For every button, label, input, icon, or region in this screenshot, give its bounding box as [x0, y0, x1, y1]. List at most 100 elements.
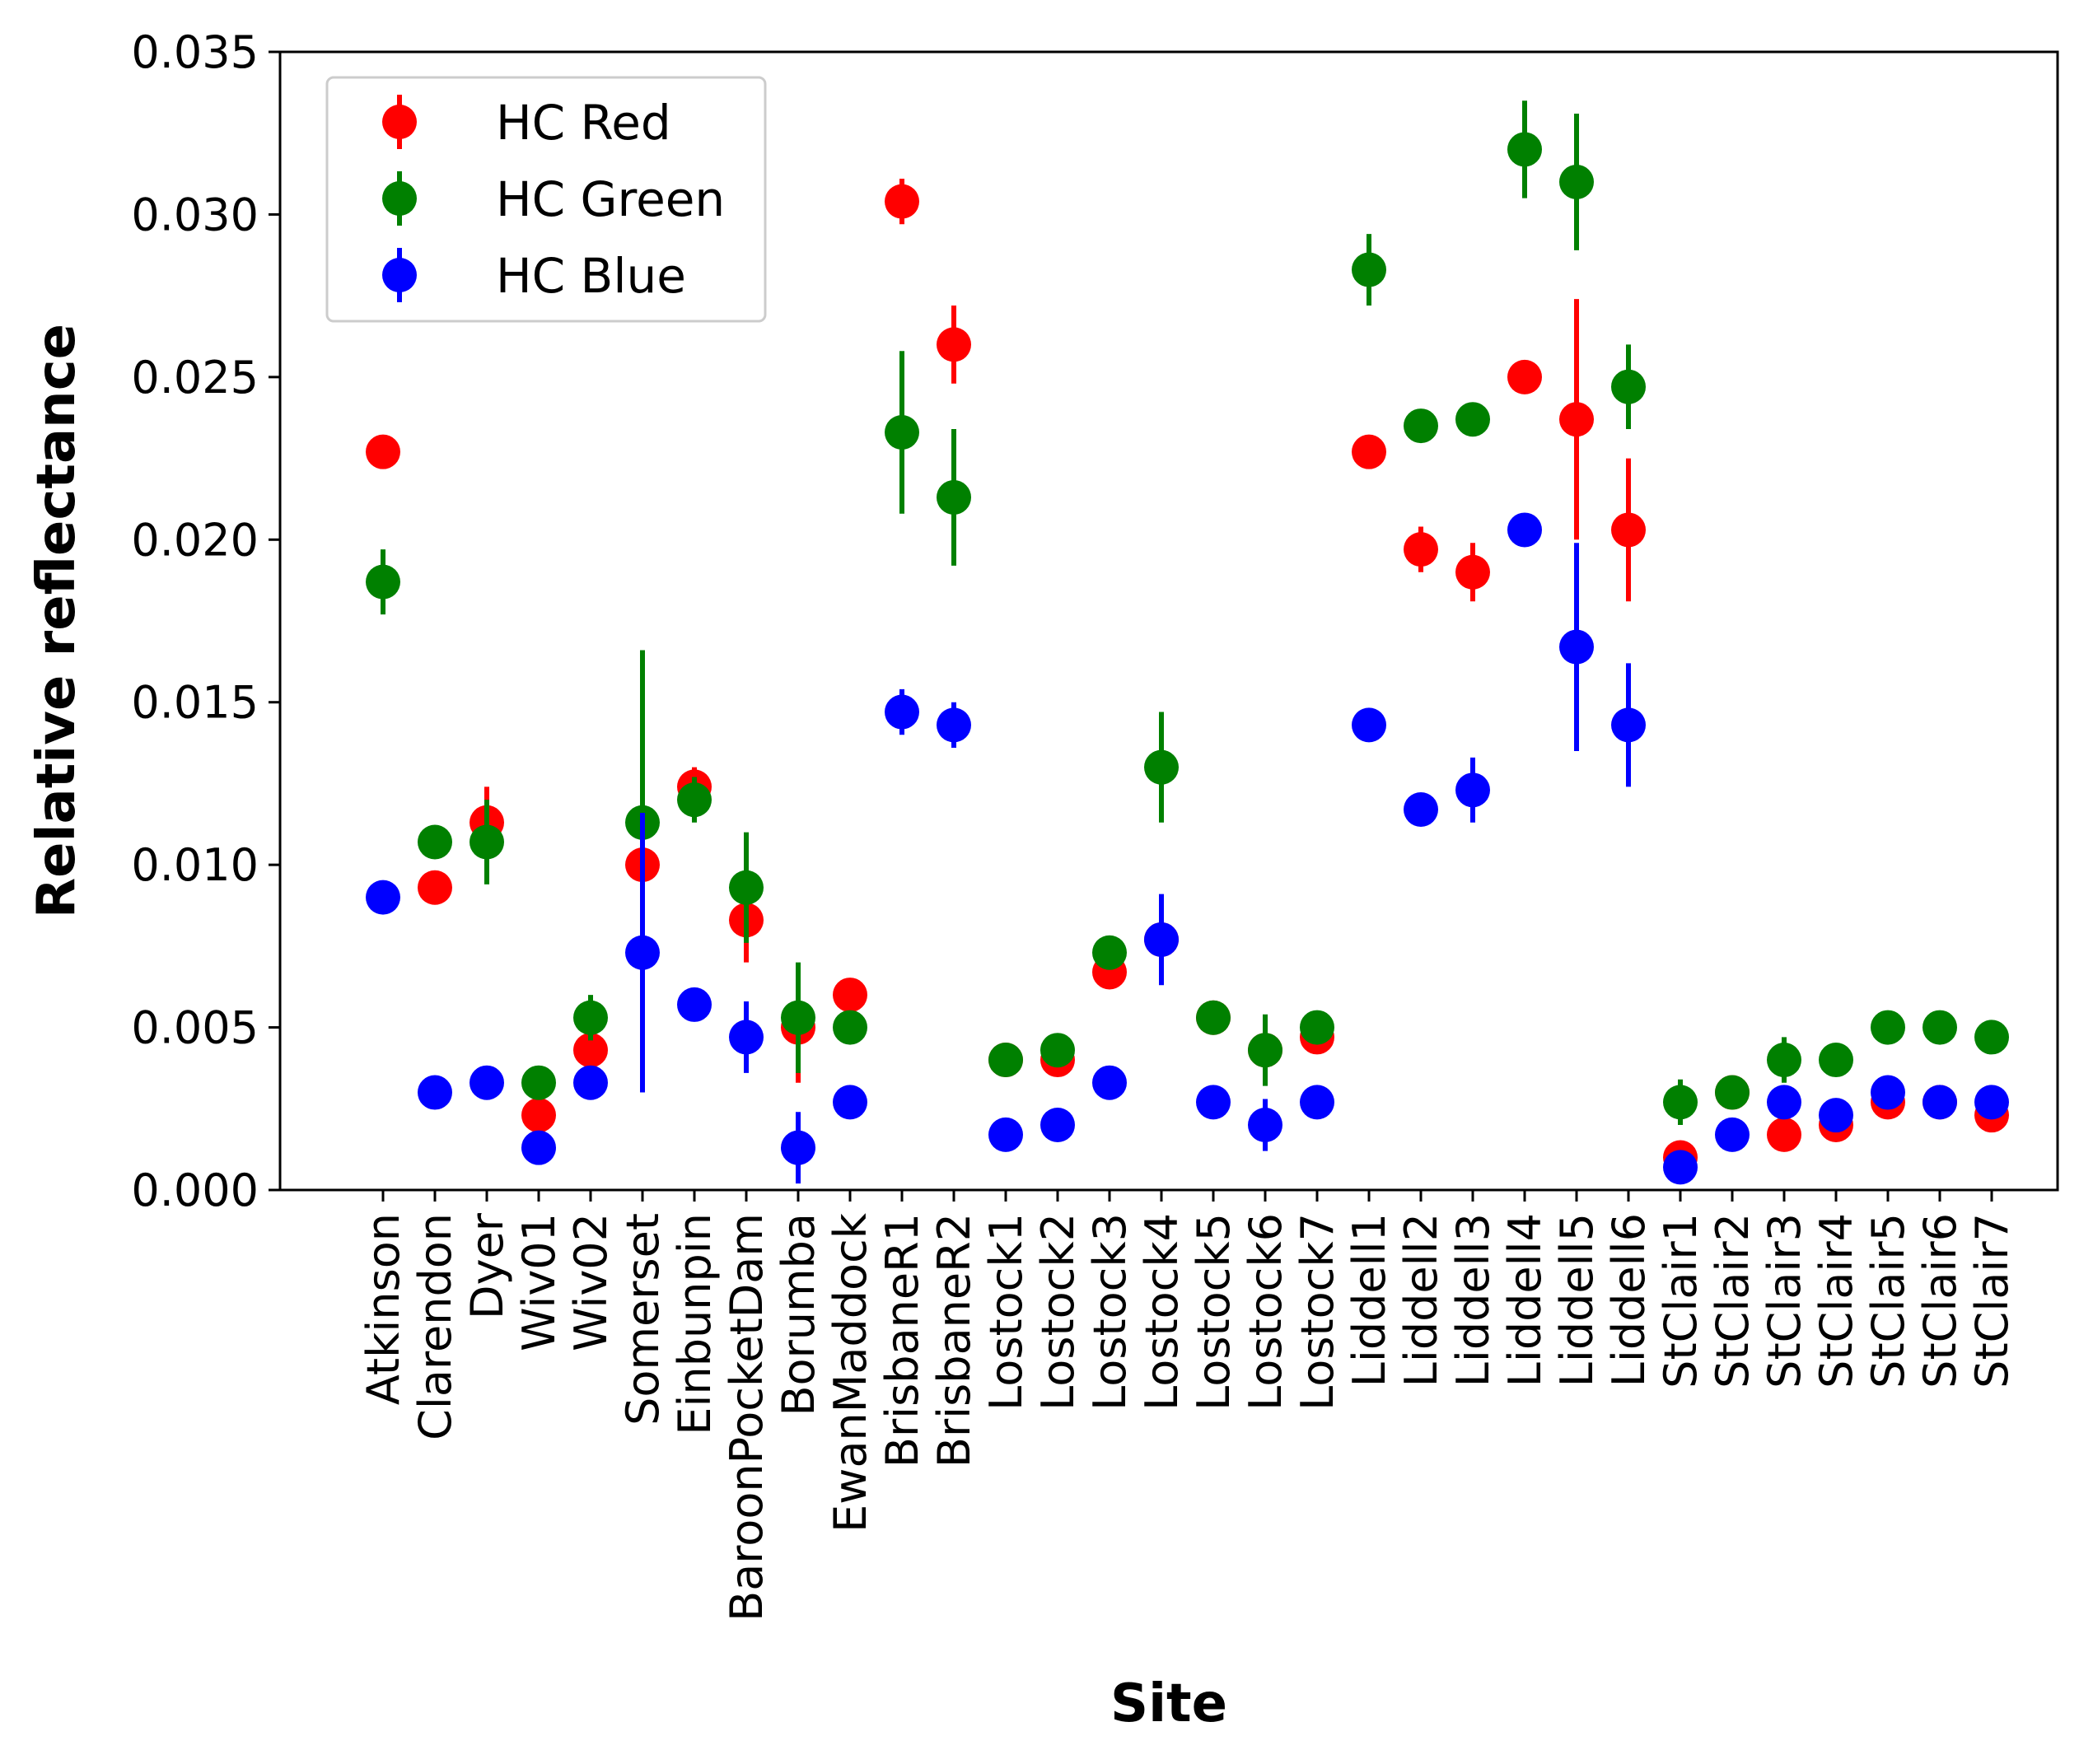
x-tick-label: Lostock3 [1084, 1213, 1136, 1411]
y-axis-title: Relative reflectance [26, 324, 87, 918]
data-point [937, 707, 971, 743]
data-point [1974, 1020, 2009, 1055]
data-point [470, 824, 504, 860]
data-point [1248, 1033, 1282, 1068]
data-point [366, 880, 400, 915]
x-tick-label: StClair4 [1810, 1213, 1862, 1388]
legend: HC Red HC Green HC Blue [325, 76, 767, 323]
x-tick-label: Lostock4 [1136, 1213, 1188, 1411]
x-tick-label: Liddell5 [1551, 1213, 1603, 1387]
x-tick-label: Liddell1 [1343, 1213, 1395, 1387]
x-tick-label: Borumba [773, 1213, 825, 1416]
data-point [677, 987, 712, 1022]
data-point [1559, 164, 1594, 199]
data-point [988, 1043, 1023, 1078]
data-point [833, 1010, 867, 1045]
data-point [1715, 1117, 1750, 1152]
data-point [677, 782, 712, 818]
data-point [1767, 1117, 1801, 1152]
legend-marker [382, 181, 417, 216]
series-hc-blue [366, 512, 2009, 1185]
x-axis: Atkinson Clarendon Dyer Wiv01 Wiv02 Somerset E… [357, 1190, 2018, 1622]
data-point [418, 1075, 452, 1110]
y-tick-label: 0.005 [131, 1002, 259, 1054]
data-point [1922, 1010, 1957, 1045]
y-tick-label: 0.025 [131, 352, 259, 404]
data-point [1611, 512, 1646, 548]
x-tick-label: Somerset [617, 1213, 669, 1426]
y-tick-label: 0.030 [131, 189, 259, 240]
data-point [1507, 359, 1542, 394]
legend-box [325, 76, 767, 323]
data-point [1611, 707, 1646, 743]
data-point [1196, 1000, 1231, 1035]
data-point [937, 327, 971, 362]
data-point [1040, 1033, 1075, 1068]
data-point [937, 479, 971, 515]
data-point [781, 1130, 815, 1165]
x-tick-label: Lostock1 [980, 1213, 1032, 1411]
data-point [418, 870, 452, 905]
data-point [1663, 1085, 1698, 1120]
x-tick-label: BaroonPocketDam [721, 1213, 773, 1622]
data-marks [366, 100, 2009, 1185]
y-tick-label: 0.020 [131, 514, 259, 566]
legend-label: HC Red [496, 95, 671, 151]
data-point [1092, 935, 1127, 970]
data-point [833, 978, 867, 1013]
data-point [521, 1098, 556, 1133]
legend-label: HC Blue [496, 248, 686, 304]
data-point [1819, 1043, 1853, 1078]
data-point [1352, 434, 1386, 469]
x-tick-label: Clarendon [409, 1213, 461, 1440]
data-point [1404, 408, 1438, 444]
data-point [1352, 252, 1386, 287]
y-tick-label: 0.010 [131, 839, 259, 891]
x-tick-label: StClair3 [1759, 1213, 1810, 1388]
data-point [1144, 749, 1179, 785]
data-point [729, 870, 764, 905]
data-point [1507, 132, 1542, 167]
x-tick-label: StClair2 [1707, 1213, 1759, 1388]
data-point [521, 1130, 556, 1165]
legend-marker [382, 105, 417, 139]
data-point [1196, 1085, 1231, 1120]
data-point [1040, 1108, 1075, 1143]
x-tick-label: Lostock2 [1032, 1213, 1084, 1411]
x-tick-label: Lostock7 [1292, 1213, 1343, 1411]
data-point [470, 1065, 504, 1100]
data-point [1352, 707, 1386, 743]
data-point [573, 1000, 608, 1035]
data-point [625, 935, 660, 970]
data-point [1819, 1098, 1853, 1133]
data-point [1248, 1108, 1282, 1143]
x-tick-label: Atkinson [357, 1213, 409, 1405]
data-point [366, 434, 400, 469]
data-point [521, 1065, 556, 1100]
data-point [1455, 772, 1490, 808]
data-point [1871, 1010, 1905, 1045]
y-axis: 0.000 0.005 0.010 0.015 0.020 0.025 0.030 0.035 [131, 26, 280, 1216]
data-point [1559, 629, 1594, 665]
data-point [1663, 1150, 1698, 1185]
data-point [988, 1117, 1023, 1152]
x-tick-label: Wiv01 [513, 1213, 565, 1351]
data-point [885, 184, 919, 219]
data-point [781, 1000, 815, 1035]
data-point [1611, 369, 1646, 404]
data-point [1455, 554, 1490, 590]
x-axis-title: Site [1110, 1673, 1227, 1734]
y-tick-label: 0.015 [131, 677, 259, 729]
plot-area-frame [278, 50, 2059, 1192]
data-point [573, 1065, 608, 1100]
data-point [366, 564, 400, 600]
data-point [729, 1020, 764, 1055]
data-point [1767, 1043, 1801, 1078]
x-tick-label: Liddell2 [1395, 1213, 1447, 1387]
data-point [1974, 1085, 2009, 1120]
x-tick-label: Einbunpin [669, 1213, 721, 1435]
x-tick-label: StClair6 [1914, 1213, 1966, 1388]
legend-label: HC Green [496, 171, 725, 227]
